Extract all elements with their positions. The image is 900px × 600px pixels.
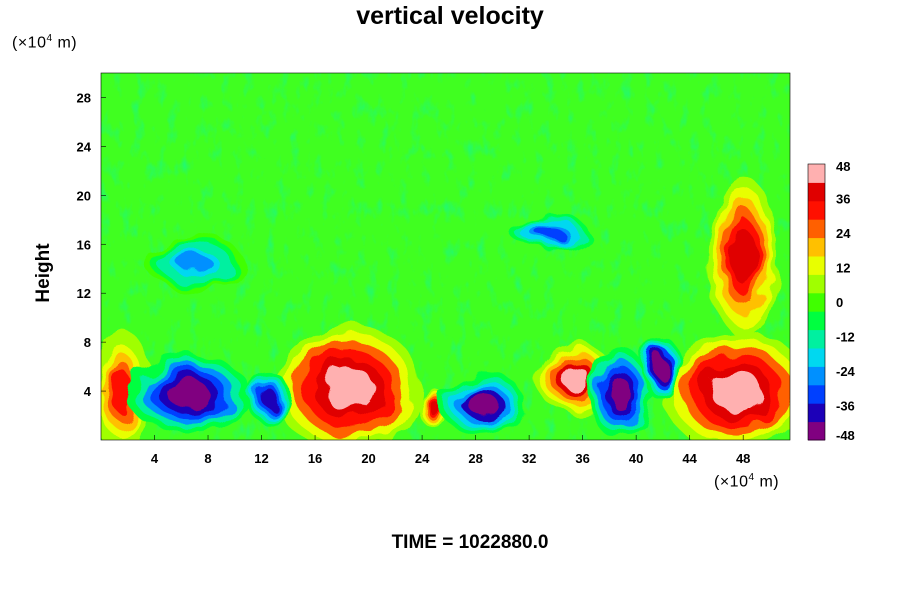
colorbar-segment	[808, 237, 825, 257]
colorbar-tick-label: 12	[836, 261, 850, 276]
time-label: TIME = 1022880.0	[391, 532, 549, 553]
feature-contour	[260, 388, 277, 406]
x-tick-label: 24	[415, 451, 430, 466]
colorbar-segment	[808, 200, 825, 220]
y-tick-label: 8	[84, 335, 91, 350]
feature-contour	[535, 225, 563, 239]
colorbar-tick-label: 0	[836, 295, 843, 310]
colorbar-tick-label: -12	[836, 330, 855, 345]
x-tick-label: 20	[361, 451, 375, 466]
colorbar-segment	[808, 164, 825, 183]
y-tick-label: 28	[77, 90, 91, 105]
x-tick-label: 12	[254, 451, 268, 466]
feature-contour	[562, 366, 590, 392]
x-tick-label: 40	[629, 451, 643, 466]
colorbar-tick-label: 48	[836, 159, 850, 174]
x-unit-label: (×104 m)	[714, 472, 780, 491]
colorbar-segment	[808, 403, 825, 423]
velocity-feature	[439, 371, 525, 436]
x-tick-label: 4	[151, 451, 159, 466]
velocity-feature	[274, 324, 423, 440]
feature-contour	[467, 392, 498, 415]
x-tick-label: 16	[308, 451, 322, 466]
feature-contour	[429, 403, 442, 416]
x-tick-label: 44	[682, 451, 697, 466]
feature-contour	[711, 370, 762, 412]
x-tick-label: 32	[522, 451, 536, 466]
colorbar-segment	[808, 366, 825, 386]
y-tick-label: 12	[77, 286, 91, 301]
feature-contour	[609, 377, 631, 410]
velocity-feature	[662, 330, 790, 440]
feature-contour	[731, 228, 756, 285]
feature-contour	[110, 369, 132, 413]
y-tick-label: 20	[77, 188, 91, 203]
colorbar-segment	[808, 256, 825, 275]
velocity-feature	[640, 334, 680, 399]
velocity-feature	[244, 372, 292, 423]
velocity-feature	[589, 347, 652, 440]
colorbar-tick-label: -48	[836, 428, 855, 443]
velocity-feature	[125, 354, 251, 433]
feature-contour	[323, 366, 374, 411]
velocity-feature	[510, 214, 588, 250]
colorbar-segment	[808, 292, 825, 312]
feature-contour	[166, 380, 210, 407]
colorbar-tick-label: 36	[836, 192, 850, 207]
colorbar-segment	[808, 182, 825, 202]
colorbar-segment	[808, 348, 825, 367]
velocity-feature	[708, 176, 779, 337]
feature-contour	[653, 355, 667, 378]
colorbar-segment	[808, 384, 825, 404]
x-tick-label: 36	[575, 451, 589, 466]
x-tick-label: 28	[468, 451, 482, 466]
feature-contour	[177, 252, 212, 273]
colorbar-frame	[807, 163, 826, 441]
plot-area	[101, 73, 790, 440]
colorbar-segment	[808, 311, 825, 331]
colorbar-tick-label: 24	[836, 226, 851, 241]
colorbar-segment	[808, 421, 825, 441]
colorbar-segment	[808, 274, 825, 294]
colorbar-tick-label: -24	[836, 364, 856, 379]
velocity-feature	[146, 234, 244, 291]
colorbar-segment	[808, 219, 825, 239]
y-unit-label: (×104 m)	[12, 33, 78, 52]
chart-title: vertical velocity	[356, 2, 544, 30]
y-tick-label: 24	[77, 139, 92, 154]
y-tick-label: 16	[77, 237, 91, 252]
y-tick-label: 4	[84, 384, 92, 399]
x-tick-label: 8	[204, 451, 211, 466]
plot-frame	[100, 72, 791, 441]
x-tick-label: 48	[736, 451, 750, 466]
colorbar-tick-label: -36	[836, 399, 855, 414]
colorbar-segment	[808, 329, 825, 349]
